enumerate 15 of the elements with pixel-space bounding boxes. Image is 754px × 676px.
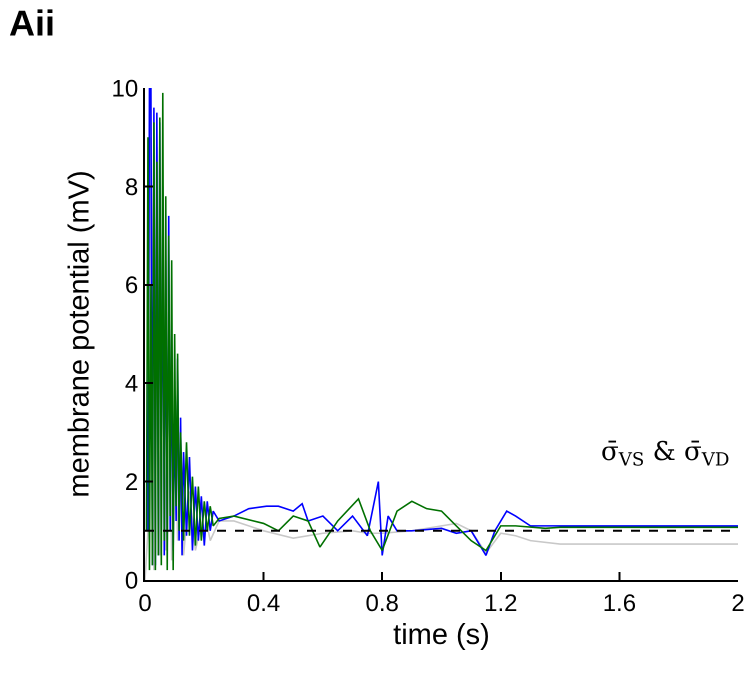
y-tick-label: 4 [124, 370, 138, 398]
x-tick-label: 0.4 [246, 590, 280, 617]
chart-title: Aii [9, 2, 56, 44]
x-axis-title: time (s) [393, 619, 490, 652]
y-tick-label: 0 [124, 567, 138, 594]
x-tick-label: 1.6 [602, 590, 636, 617]
y-tick-label: 2 [124, 469, 138, 496]
x-tick-label: 1.2 [484, 590, 518, 617]
y-axis-title: membrane potential (mV) [63, 170, 96, 498]
x-tick-label: 2 [731, 590, 745, 617]
y-tick-label: 10 [111, 75, 138, 102]
x-tick-label: 0.8 [366, 590, 399, 617]
annotation: σ̄$_{VS}$ & σ̄$_{VD}$ [601, 437, 730, 470]
y-tick-label: 8 [124, 174, 138, 201]
y-tick-label: 6 [124, 272, 138, 300]
